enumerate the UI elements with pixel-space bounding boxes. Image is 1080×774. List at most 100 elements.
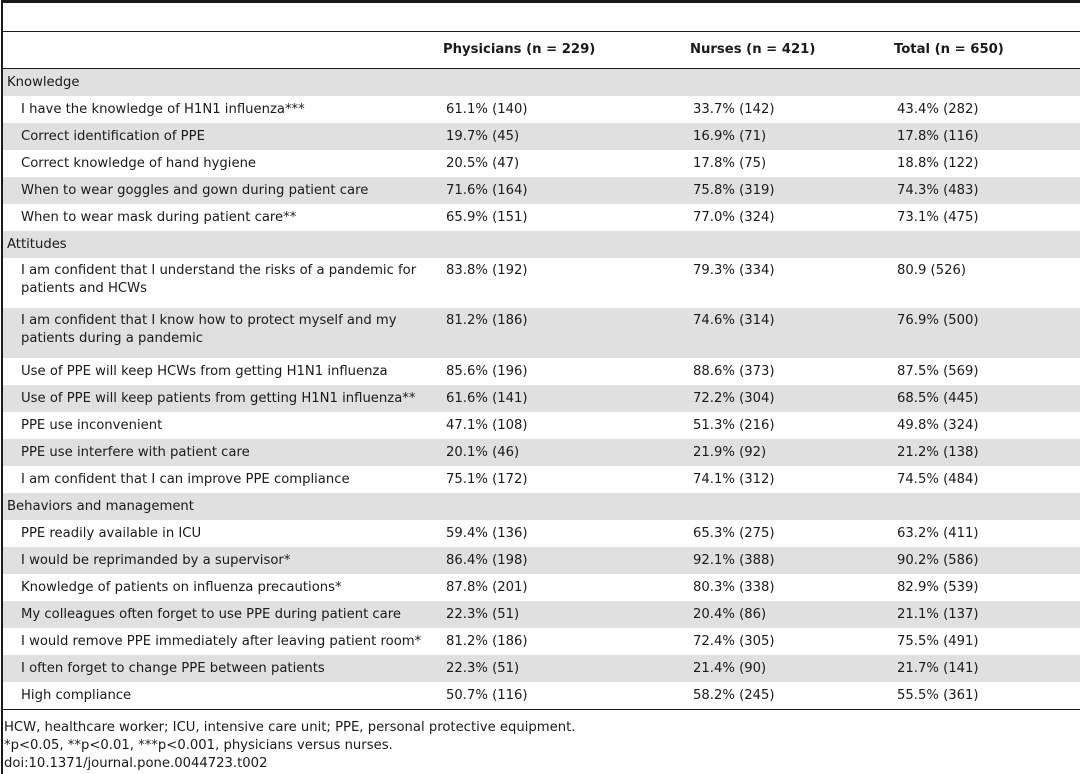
table-row: I am confident that I know how to protec… bbox=[3, 308, 1080, 358]
table-row: When to wear goggles and gown during pat… bbox=[3, 177, 1080, 204]
survey-results-table: Physicians (n = 229) Nurses (n = 421) To… bbox=[3, 0, 1080, 710]
cell-total: 82.9% (539) bbox=[897, 579, 979, 595]
footnote-abbreviations: HCW, healthcare worker; ICU, intensive c… bbox=[4, 720, 576, 735]
header-label-column bbox=[3, 31, 443, 69]
section-header-row: Attitudes bbox=[3, 231, 1080, 258]
table-top-rule bbox=[3, 0, 1080, 32]
footnote-doi: doi:10.1371/journal.pone.0044723.t002 bbox=[4, 756, 268, 771]
table-row: PPE use inconvenient 47.1% (108) 51.3% (21… bbox=[3, 412, 1080, 439]
cell-physicians: 50.7% (116) bbox=[443, 682, 690, 710]
table-row: Use of PPE will keep patients from getti… bbox=[3, 385, 1080, 412]
cell-nurses: 20.4% (86) bbox=[690, 601, 894, 628]
cell-total: 80.9 (526) bbox=[897, 263, 967, 278]
row-label: I would be reprimanded by a supervisor* bbox=[3, 547, 443, 574]
cell-nurses: 21.9% (92) bbox=[690, 439, 894, 466]
footnote-significance: *p<0.05, **p<0.01, ***p<0.001, physician… bbox=[4, 738, 393, 753]
section-header-row: Knowledge bbox=[3, 68, 1080, 96]
cell-physicians: 81.2% (186) bbox=[443, 308, 690, 358]
row-label: High compliance bbox=[3, 682, 443, 710]
cell-nurses: 72.2% (304) bbox=[690, 385, 894, 412]
table-row: I often forget to change PPE between pat… bbox=[3, 655, 1080, 682]
cell-physicians: 22.3% (51) bbox=[443, 601, 690, 628]
row-label: I am confident that I understand the ris… bbox=[21, 263, 417, 296]
row-label: Correct identification of PPE bbox=[3, 123, 443, 150]
table-row: PPE readily available in ICU 59.4% (136) 6… bbox=[3, 520, 1080, 547]
table-row: High compliance 50.7% (116) 58.2% (245) 55.… bbox=[3, 682, 1080, 710]
table-row: PPE use interfere with patient care 20.1%… bbox=[3, 439, 1080, 466]
cell-nurses: 88.6% (373) bbox=[693, 363, 775, 379]
row-label: PPE use interfere with patient care bbox=[3, 439, 443, 466]
table-row: I would be reprimanded by a supervisor* 8… bbox=[3, 547, 1080, 574]
cell-total: 21.2% (138) bbox=[894, 439, 1080, 466]
cell-nurses: 33.7% (142) bbox=[693, 101, 775, 117]
cell-nurses: 79.3% (334) bbox=[693, 263, 775, 278]
cell-physicians: 65.9% (151) bbox=[446, 209, 528, 225]
row-label: Knowledge of patients on influenza preca… bbox=[21, 579, 342, 595]
section-title: Behaviors and management bbox=[3, 493, 1080, 520]
table-row: Knowledge of patients on influenza preca… bbox=[3, 574, 1080, 601]
cell-nurses: 80.3% (338) bbox=[693, 579, 775, 595]
row-label: Use of PPE will keep HCWs from getting H… bbox=[21, 363, 388, 379]
cell-physicians: 59.4% (136) bbox=[446, 525, 528, 541]
cell-nurses: 75.8% (319) bbox=[690, 177, 894, 204]
table-row: I have the knowledge of H1N1 influenza**… bbox=[3, 96, 1080, 123]
cell-total: 18.8% (122) bbox=[897, 155, 979, 171]
table-row: Use of PPE will keep HCWs from getting H… bbox=[3, 358, 1080, 385]
table-row: My colleagues often forget to use PPE du… bbox=[3, 601, 1080, 628]
cell-physicians: 47.1% (108) bbox=[446, 417, 528, 433]
row-label: PPE readily available in ICU bbox=[21, 525, 202, 541]
cell-physicians: 81.2% (186) bbox=[446, 633, 528, 649]
table-header-row: Physicians (n = 229) Nurses (n = 421) To… bbox=[3, 31, 1080, 69]
row-label: Use of PPE will keep patients from getti… bbox=[3, 385, 443, 412]
cell-physicians: 20.5% (47) bbox=[446, 155, 520, 171]
cell-total: 74.5% (484) bbox=[897, 471, 979, 487]
row-label: I would remove PPE immediately after lea… bbox=[21, 633, 422, 649]
cell-total: 68.5% (445) bbox=[894, 385, 1080, 412]
cell-nurses: 21.4% (90) bbox=[690, 655, 894, 682]
table-row: Correct identification of PPE 19.7% (45) 1… bbox=[3, 123, 1080, 150]
header-nurses: Nurses (n = 421) bbox=[690, 31, 894, 69]
row-label: I often forget to change PPE between pat… bbox=[3, 655, 443, 682]
cell-total: 75.5% (491) bbox=[897, 633, 979, 649]
cell-total: 63.2% (411) bbox=[897, 525, 979, 541]
row-label: Correct knowledge of hand hygiene bbox=[21, 155, 257, 171]
cell-physicians: 22.3% (51) bbox=[443, 655, 690, 682]
left-border-rule bbox=[1, 0, 3, 774]
cell-nurses: 92.1% (388) bbox=[690, 547, 894, 574]
cell-physicians: 75.1% (172) bbox=[446, 471, 528, 487]
cell-physicians: 87.8% (201) bbox=[446, 579, 528, 595]
cell-nurses: 65.3% (275) bbox=[693, 525, 775, 541]
cell-total: 74.3% (483) bbox=[894, 177, 1080, 204]
table-row: When to wear mask during patient care** 6… bbox=[3, 204, 1080, 231]
cell-nurses: 77.0% (324) bbox=[693, 209, 775, 225]
cell-nurses: 17.8% (75) bbox=[693, 155, 767, 171]
cell-total: 21.1% (137) bbox=[894, 601, 1080, 628]
row-label: When to wear goggles and gown during pat… bbox=[3, 177, 443, 204]
cell-physicians: 71.6% (164) bbox=[443, 177, 690, 204]
cell-nurses: 58.2% (245) bbox=[690, 682, 894, 710]
row-label: My colleagues often forget to use PPE du… bbox=[3, 601, 443, 628]
cell-physicians: 85.6% (196) bbox=[446, 363, 528, 379]
cell-total: 87.5% (569) bbox=[897, 363, 979, 379]
table-row: I am confident that I understand the ris… bbox=[3, 258, 1080, 308]
cell-physicians: 20.1% (46) bbox=[443, 439, 690, 466]
cell-physicians: 19.7% (45) bbox=[443, 123, 690, 150]
table-row: I am confident that I can improve PPE co… bbox=[3, 466, 1080, 493]
row-label: When to wear mask during patient care** bbox=[21, 209, 297, 225]
cell-physicians: 61.6% (141) bbox=[443, 385, 690, 412]
cell-total: 21.7% (141) bbox=[894, 655, 1080, 682]
cell-nurses: 72.4% (305) bbox=[693, 633, 775, 649]
cell-total: 43.4% (282) bbox=[897, 101, 979, 117]
header-total: Total (n = 650) bbox=[894, 31, 1080, 69]
cell-total: 76.9% (500) bbox=[894, 308, 1080, 358]
cell-nurses: 74.6% (314) bbox=[690, 308, 894, 358]
cell-total: 55.5% (361) bbox=[894, 682, 1080, 710]
cell-physicians: 61.1% (140) bbox=[446, 101, 528, 117]
table-body: Physicians (n = 229) Nurses (n = 421) To… bbox=[3, 0, 1080, 710]
header-physicians: Physicians (n = 229) bbox=[443, 31, 690, 69]
section-header-row: Behaviors and management bbox=[3, 493, 1080, 520]
row-label: PPE use inconvenient bbox=[21, 417, 163, 433]
row-label: I have the knowledge of H1N1 influenza**… bbox=[21, 101, 305, 117]
table-footnotes: HCW, healthcare worker; ICU, intensive c… bbox=[4, 719, 575, 773]
